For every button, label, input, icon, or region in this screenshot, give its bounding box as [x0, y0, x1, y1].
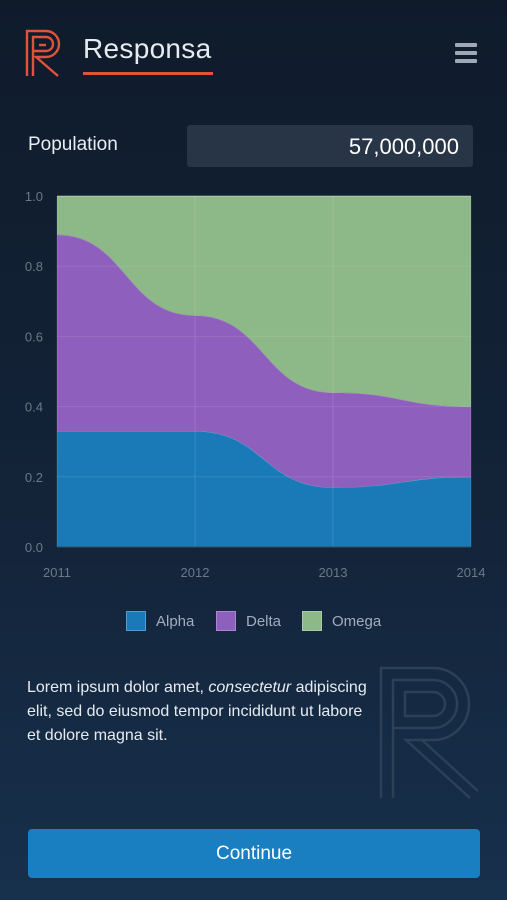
area-alpha	[57, 431, 471, 547]
legend-swatch	[126, 611, 146, 631]
x-tick-label: 2014	[457, 565, 486, 580]
y-tick-label: 0.0	[25, 540, 43, 555]
responsa-logo-icon[interactable]	[24, 28, 66, 78]
legend-item-omega: Omega	[302, 608, 381, 634]
app-header: Responsa	[0, 0, 507, 100]
app-title: Responsa	[83, 33, 212, 64]
hamburger-menu-icon[interactable]	[452, 40, 480, 66]
y-tick-label: 0.2	[25, 470, 43, 485]
body-text-start: Lorem ipsum dolor amet,	[27, 679, 209, 696]
population-field[interactable]: 57,000,000	[187, 125, 473, 167]
population-label: Population	[28, 134, 118, 155]
population-value: 57,000,000	[348, 134, 459, 159]
legend-item-alpha: Alpha	[126, 608, 194, 634]
area-omega	[57, 196, 471, 407]
legend-swatch	[216, 611, 236, 631]
chart-svg: 0.0 0.2 0.4 0.6 0.8 1.0 2011 2012 2013 2014	[25, 189, 486, 580]
body-text-emphasis: consectetur	[208, 679, 292, 696]
legend-item-delta: Delta	[216, 608, 281, 634]
body-text: Lorem ipsum dolor amet, consectetur adip…	[27, 676, 377, 748]
legend-label: Delta	[246, 612, 282, 630]
legend-label: Alpha	[156, 612, 195, 630]
responsa-r-watermark-icon	[379, 666, 479, 799]
y-tick-label: 0.4	[25, 400, 43, 415]
y-tick-label: 1.0	[25, 189, 43, 204]
chart-legend: Alpha Delta Omega	[0, 608, 507, 634]
stacked-area-chart: 0.0 0.2 0.4 0.6 0.8 1.0 2011 2012 2013 2014	[0, 180, 507, 600]
legend-swatch	[302, 611, 322, 631]
x-tick-label: 2012	[181, 565, 210, 580]
x-tick-label: 2013	[319, 565, 348, 580]
title-underline	[83, 72, 213, 75]
continue-button[interactable]: Continue	[28, 829, 480, 878]
series-line-delta	[56, 234, 472, 408]
body-text-end: adipiscing elit, sed do eiusmod tempor i…	[27, 679, 367, 744]
legend-label: Omega	[332, 612, 382, 630]
y-tick-label: 0.6	[25, 329, 43, 344]
area-delta	[57, 234, 471, 488]
y-tick-label: 0.8	[25, 259, 43, 274]
x-tick-label: 2011	[43, 565, 71, 580]
